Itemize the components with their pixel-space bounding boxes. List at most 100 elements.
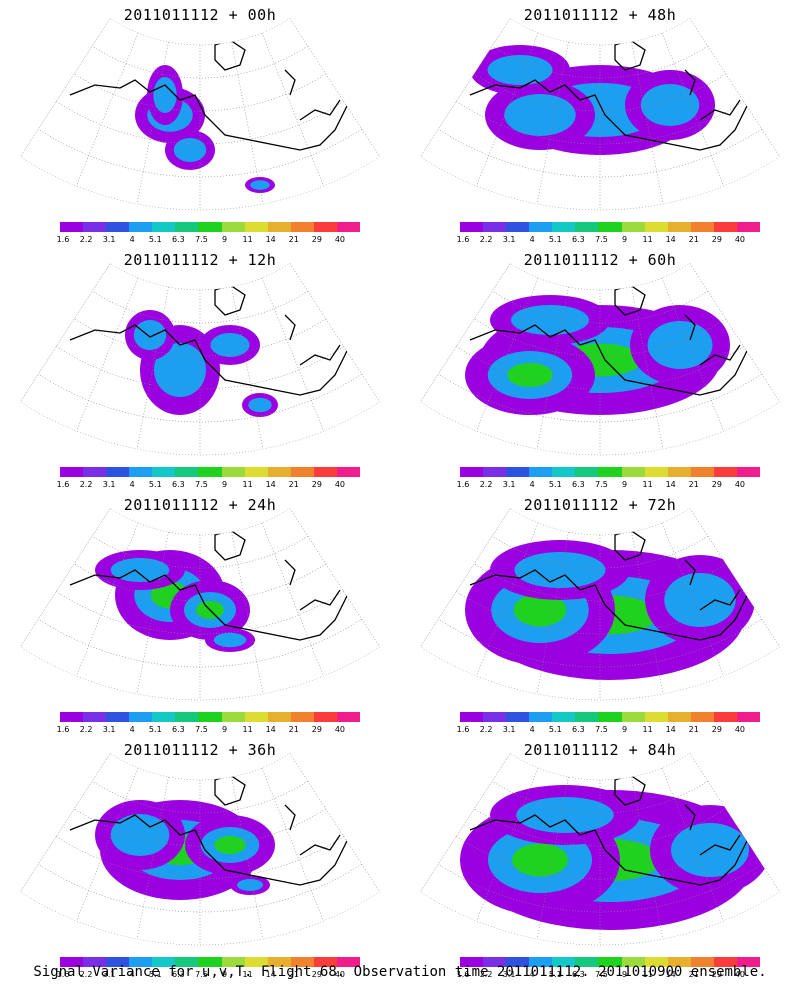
colorbar-swatch <box>267 712 291 722</box>
colorbar-tick-label: 40 <box>334 725 346 734</box>
colorbar-swatch <box>129 467 153 477</box>
variance-field-core <box>110 558 170 582</box>
colorbar-swatch <box>644 222 668 232</box>
meridian-line <box>231 286 264 449</box>
colorbar-tick-label: 14 <box>265 480 276 489</box>
colorbar-swatch <box>336 467 361 477</box>
map-plot <box>419 18 781 211</box>
colorbar-tick-label: 2.2 <box>79 235 93 244</box>
meridian-line <box>76 522 139 677</box>
colorbar-swatch <box>129 222 153 232</box>
meridian-line <box>136 776 169 939</box>
colorbar-tick-label: 9 <box>621 725 628 734</box>
parallel-line <box>74 563 326 602</box>
map-panel-36h: 2011011112 + 36h 1.6 2.2 3.1 4 5.1 6.3 7.5 9 11 14… <box>0 735 400 979</box>
colorbar-tick-label: 2.2 <box>479 970 493 979</box>
colorbar-swatch <box>690 957 714 967</box>
meridian-line <box>631 41 664 204</box>
map-panel-60h: 2011011112 + 60h 1.6 2.2 3.1 4 5.1 6.3 7.5 9 11 14… <box>400 245 800 489</box>
meridian-line <box>661 522 724 677</box>
colorbar-swatch <box>60 222 84 232</box>
map-panel-24h: 2011011112 + 24h 1.6 2.2 3.1 4 5.1 6.3 7.5 9 11 14… <box>0 490 400 734</box>
colorbar-tick-label: 4 <box>529 235 535 244</box>
colorbar-tick-label: 4 <box>129 235 135 244</box>
colorbar-swatch <box>506 467 530 477</box>
colorbar-swatch <box>552 467 576 477</box>
meridian-line <box>231 776 264 939</box>
colorbar-tick-label: 1.6 <box>456 725 470 734</box>
colorbar-swatch <box>244 712 268 722</box>
colorbar-swatch <box>175 467 199 477</box>
colorbar-swatch <box>60 957 84 967</box>
colorbar-swatch <box>736 712 761 722</box>
parallel-line <box>74 808 326 847</box>
colorbar-tick-label: 21 <box>288 970 299 979</box>
meridian-line <box>20 753 111 892</box>
colorbar-tick-label: 1.6 <box>456 970 470 979</box>
colorbar-swatch <box>506 957 530 967</box>
colorbar-swatch <box>175 957 199 967</box>
colorbar-tick-label: 7.5 <box>595 235 608 244</box>
variance-field-peak <box>214 836 246 854</box>
parallel-line <box>91 780 309 814</box>
meridian-line <box>631 776 664 939</box>
colorbar-swatch <box>221 957 245 967</box>
colorbar-swatch <box>506 712 530 722</box>
colorbar-swatch <box>106 467 130 477</box>
meridian-line <box>420 753 511 892</box>
colorbar-tick-label: 21 <box>288 235 299 244</box>
colorbar-labels: 1.6 2.2 3.1 4 5.1 6.3 7.5 9 11 14 21 29 40 <box>57 235 360 245</box>
variance-field-core <box>110 814 170 856</box>
coastline <box>69 529 353 641</box>
colorbar-swatch <box>667 957 691 967</box>
colorbar-tick-label: 29 <box>311 480 322 489</box>
map-outline <box>19 18 381 211</box>
map-panel-84h: 2011011112 + 84h 1.6 2.2 3.1 4 5.1 6.3 7.5 9 11 14… <box>400 735 800 979</box>
parallel-line <box>91 535 309 569</box>
colorbar-tick-label: 21 <box>288 725 299 734</box>
colorbar <box>60 222 361 232</box>
colorbar-tick-label: 14 <box>665 725 676 734</box>
parallel-line <box>474 808 726 847</box>
meridian-line <box>536 776 569 939</box>
meridian-line <box>536 531 569 694</box>
colorbar-swatch <box>598 712 622 722</box>
colorbar-swatch <box>713 712 737 722</box>
colorbar-swatch <box>129 957 153 967</box>
map-panel-12h: 2011011112 + 12h 1.6 2.2 3.1 4 5.1 6.3 7.5 9 11 14… <box>0 245 400 489</box>
colorbar-tick-label: 21 <box>688 970 699 979</box>
colorbar-tick-label: 40 <box>734 480 746 489</box>
colorbar-tick-label: 11 <box>242 725 253 734</box>
colorbar-tick-label: 40 <box>334 970 346 979</box>
panel-title: 2011011112 + 60h <box>523 251 677 269</box>
colorbar-swatch <box>644 467 668 477</box>
colorbar-swatch <box>198 957 222 967</box>
colorbar-swatch <box>244 957 268 967</box>
meridian-line <box>261 277 324 432</box>
meridian-line <box>20 508 111 647</box>
parallel-line <box>474 318 726 357</box>
colorbar-swatch <box>152 957 176 967</box>
colorbar <box>60 712 361 722</box>
colorbar-swatch <box>267 957 291 967</box>
colorbar-swatch <box>667 222 691 232</box>
meridian-line <box>536 286 569 449</box>
colorbar-swatch <box>460 957 484 967</box>
map-plot <box>19 508 381 701</box>
parallel-line <box>438 863 762 913</box>
meridian-line <box>20 18 111 157</box>
colorbar-tick-label: 3.1 <box>502 970 516 979</box>
colorbar-tick-label: 9 <box>621 480 628 489</box>
meridian-line <box>136 41 169 204</box>
colorbar-tick-label: 11 <box>642 235 653 244</box>
colorbar-tick-label: 2.2 <box>479 725 493 734</box>
meridian-line <box>476 767 539 922</box>
variance-field-core <box>154 343 206 397</box>
variance-field-core <box>516 797 614 833</box>
colorbar-swatch <box>129 712 153 722</box>
variance-field-peak <box>507 363 553 387</box>
colorbar-tick-label: 4 <box>129 725 135 734</box>
meridian-line <box>76 277 139 432</box>
colorbar-swatch <box>598 467 622 477</box>
colorbar-tick-label: 9 <box>221 480 228 489</box>
